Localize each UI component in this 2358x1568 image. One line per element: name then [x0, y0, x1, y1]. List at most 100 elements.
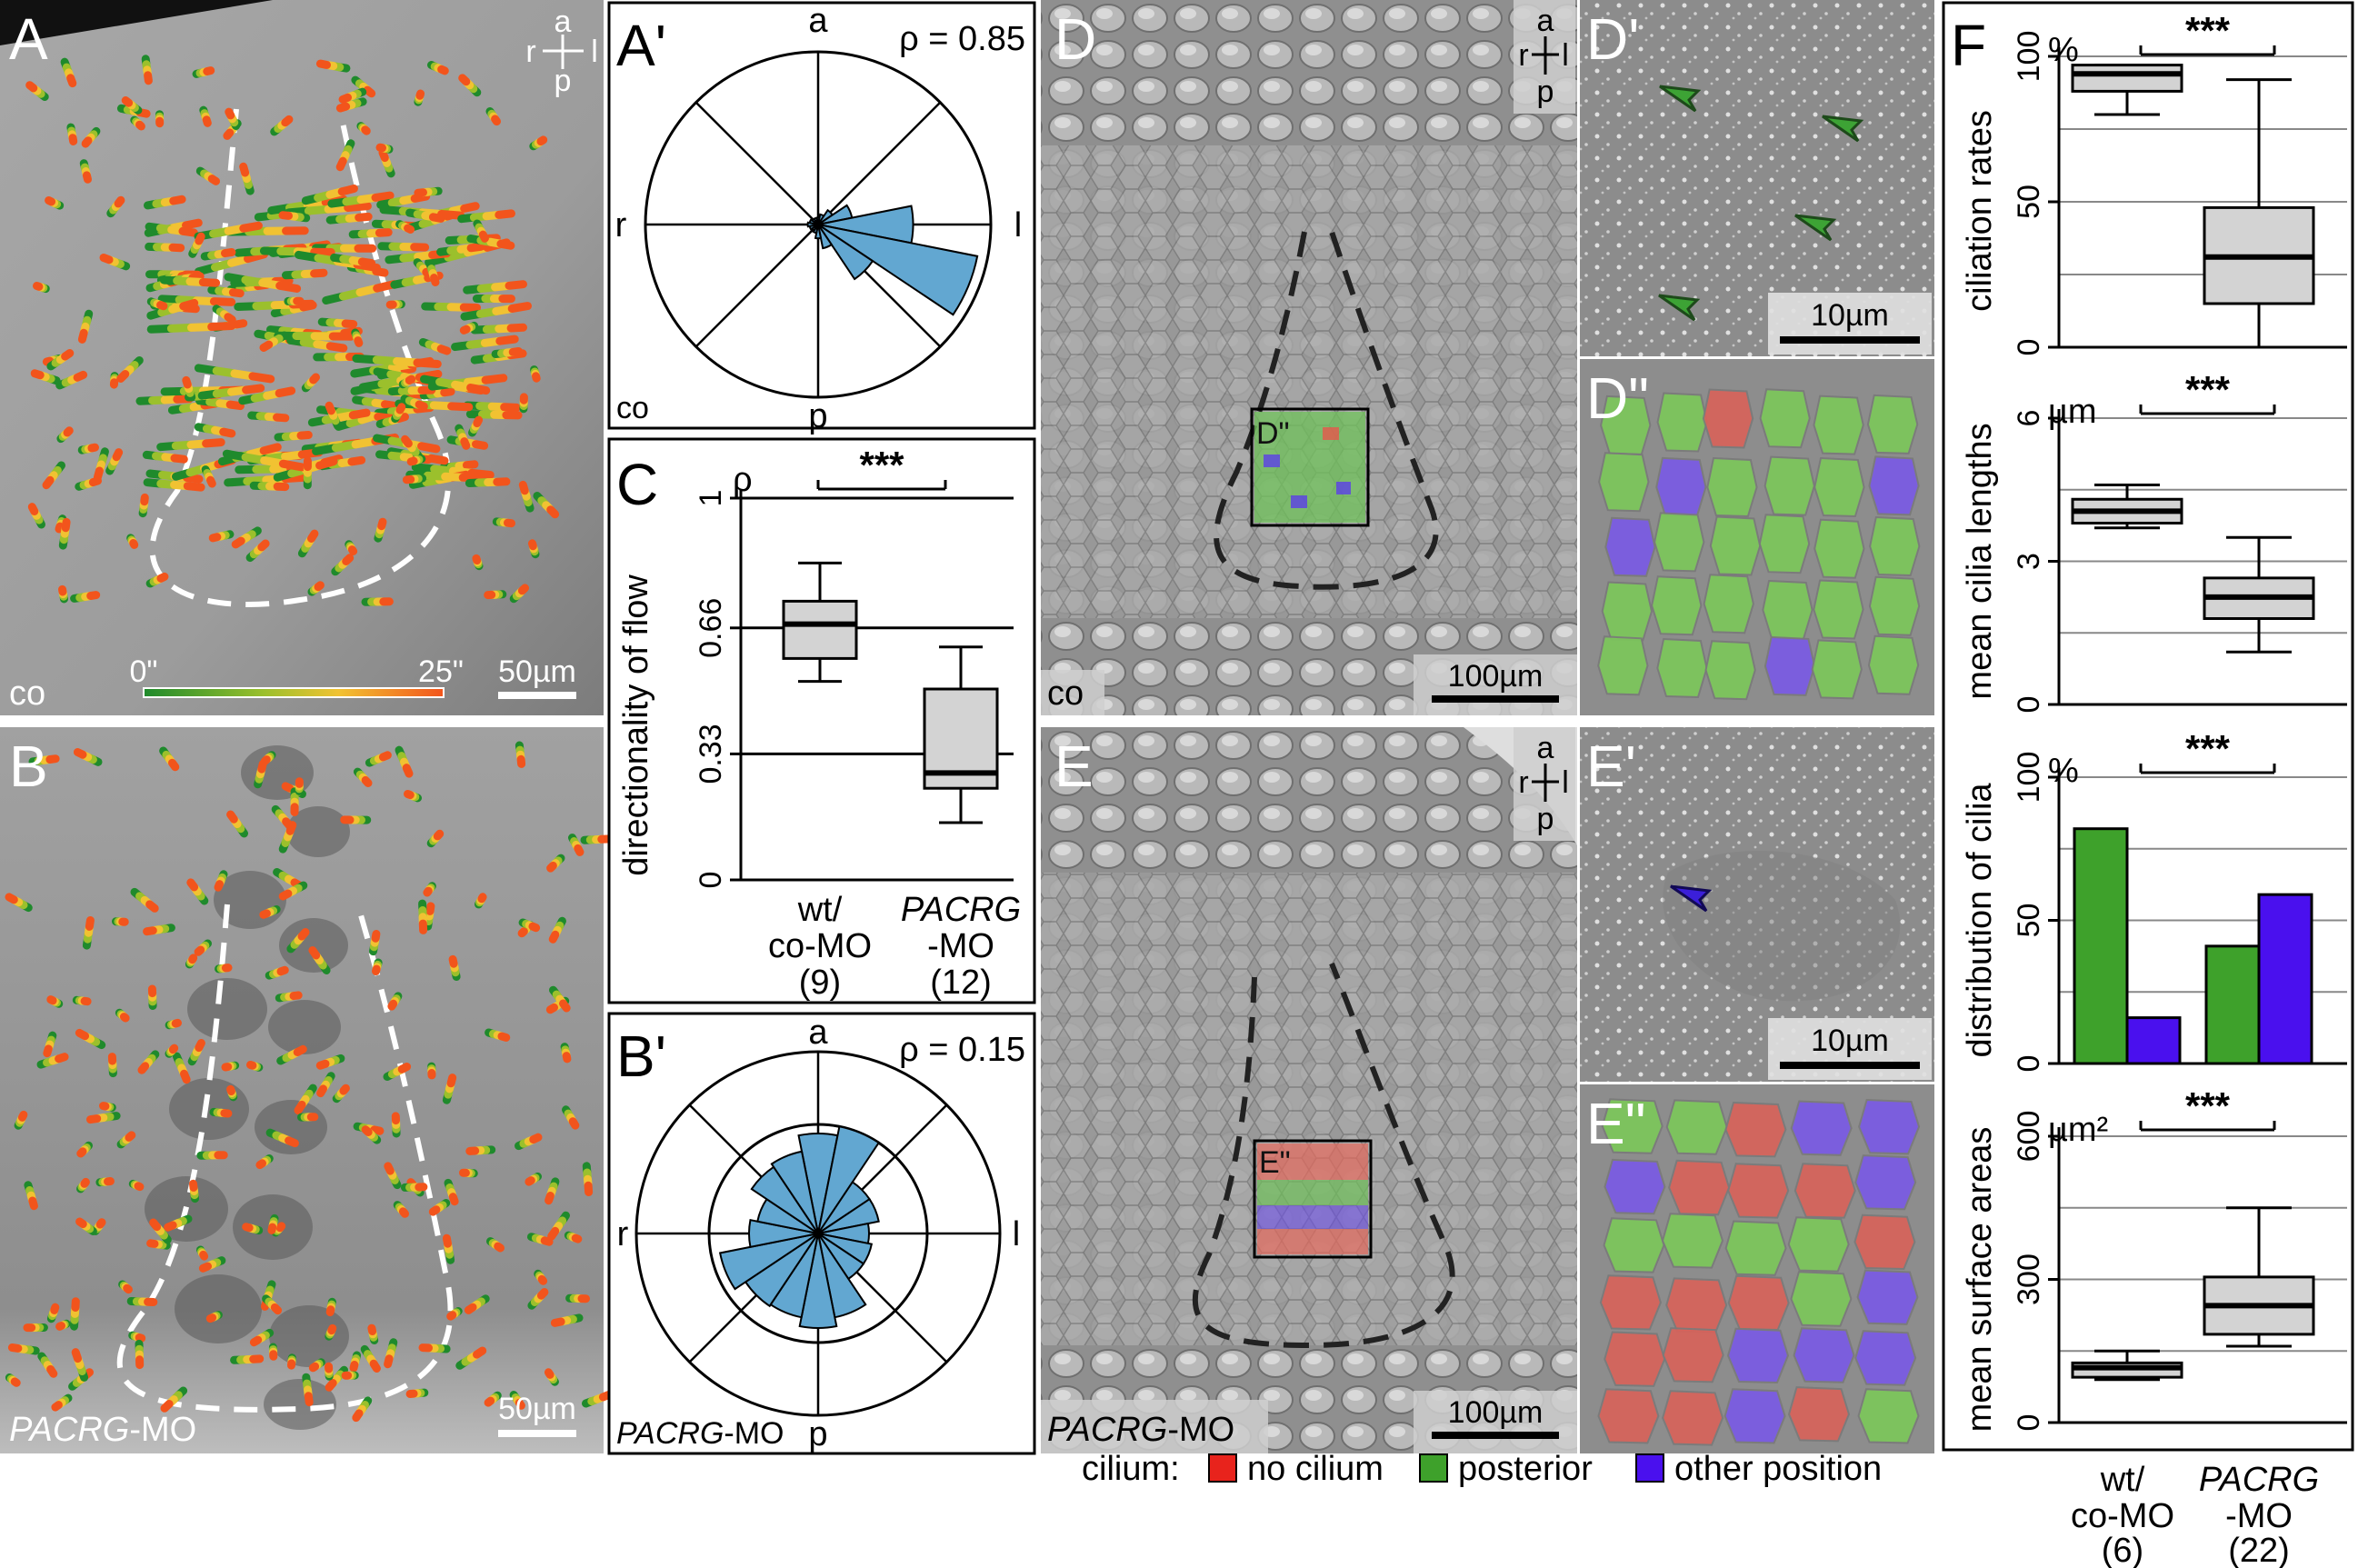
y-tick-label: 0.33 [694, 724, 728, 784]
particle-track-segment [361, 125, 371, 135]
particle-track-segment [226, 810, 238, 824]
particle-track-segment [182, 375, 192, 389]
particle-track-segment [55, 1053, 69, 1064]
particle-track-segment [183, 482, 205, 492]
particle-track-segment [224, 313, 236, 325]
particle-track-segment [86, 1114, 102, 1124]
panel-a-corner [0, 0, 273, 45]
particle-track-segment [246, 1061, 257, 1070]
particle-track-segment [517, 927, 528, 938]
particle-track-segment [281, 782, 295, 793]
particle-track-segment [584, 1181, 594, 1196]
panel-d-inset-box [1250, 407, 1370, 527]
particle-track-segment [410, 192, 431, 203]
particle-track-segment [249, 1335, 263, 1347]
particle-track-segment [363, 85, 376, 98]
particle-track-segment [42, 356, 55, 366]
particle-track-segment [206, 475, 216, 488]
cell-posterior [1598, 452, 1650, 513]
panel-d-scale-label: 100µm [1448, 659, 1544, 694]
polar-sector [817, 1125, 881, 1234]
particle-track-segment [540, 1236, 554, 1246]
particle-track-segment [99, 254, 114, 265]
particle-track-segment [423, 886, 433, 897]
y-tick-label: 0.66 [694, 598, 728, 658]
particle-track-segment [537, 1274, 548, 1285]
particle-track-segment [446, 1311, 457, 1321]
particle-track-segment [242, 384, 265, 394]
panel-e-scale-label: 100µm [1448, 1395, 1544, 1430]
polar-plot-b-prime: a l p r [617, 1014, 1021, 1453]
particle-track-segment [491, 115, 501, 126]
particle-track-segment [275, 386, 296, 398]
polar-direction-r: r [615, 206, 627, 245]
particle-track-segment [339, 1084, 350, 1095]
particle-track-segment [45, 196, 56, 206]
panel-f-group-labels: wt/ co-MO (6) PACRG -MO (22) [2071, 1461, 2319, 1568]
particle-track-segment [425, 902, 435, 915]
cell-posterior [1764, 455, 1815, 516]
particle-track-segment [448, 954, 458, 968]
orientation-l: l [1562, 38, 1569, 73]
particle-track-segment [225, 400, 245, 411]
particle-track-segment [203, 66, 215, 75]
chart-f: 0 50 100 ciliation rates% *** 0 3 6 mean cilia l… [1961, 9, 2347, 1432]
particle-track-segment [267, 1223, 277, 1234]
particle-track-segment [68, 134, 78, 145]
particle-track-segment [156, 301, 168, 311]
particle-track-segment [446, 1074, 457, 1088]
particle-track-segment [63, 426, 74, 437]
particle-track-segment [214, 880, 224, 892]
time-color-bar [143, 687, 445, 698]
chart-c: 0 0.33 0.66 1 directionality of flow *** wt/co… [617, 444, 1021, 1002]
cell-posterior [1651, 575, 1703, 636]
particle-track-segment [496, 239, 515, 250]
cell-posterior [1813, 394, 1864, 455]
panel-d-prime-arrowheads [1658, 85, 1864, 322]
y-axis-label: mean surface areas [1961, 1127, 1999, 1433]
particle-track-segment [226, 1084, 235, 1095]
particle-track-segment [478, 230, 489, 243]
panel-a: A a r l p co 0" 25" 50µm [0, 0, 604, 715]
particle-track-segment [296, 431, 313, 440]
particle-track-segment [180, 1069, 191, 1084]
particle-track-segment [495, 335, 519, 345]
particle-track-segment [273, 413, 290, 423]
particle-track-segment [5, 893, 18, 904]
panel-b-prime-rho: ρ = 0.15 [899, 1031, 1025, 1069]
panel-c: C ρ 0 0.33 0.66 1 directionality of flow *** w… [607, 437, 1036, 1004]
particle-track-segment [207, 322, 236, 331]
panel-d-prime-letter: D' [1586, 6, 1639, 72]
cell-no-cilium [1662, 1390, 1724, 1446]
sig-label: *** [2185, 9, 2231, 52]
unit-label: µm² [2048, 1111, 2108, 1149]
particle-track-segment [536, 1288, 549, 1300]
f-wt-line1: wt/ [2100, 1461, 2145, 1499]
particle-track-segment [182, 218, 203, 230]
cell-other-position [1790, 1100, 1853, 1156]
particle-track-segment [81, 136, 93, 148]
orientation-a: a [1537, 4, 1554, 38]
particle-track-segment [473, 415, 484, 428]
particle-track-segment [304, 1392, 314, 1407]
particle-track-segment [308, 946, 321, 960]
particle-track-segment [135, 1333, 146, 1343]
particle-track-segment [149, 1218, 162, 1232]
particle-track-segment [497, 1032, 511, 1042]
time-end-label: 25" [418, 654, 464, 689]
panel-d-orientation: a r l p [1518, 4, 1568, 109]
particle-track-segment [378, 751, 392, 762]
panel-c-letter: C [616, 452, 658, 517]
particle-track-segment [448, 1193, 459, 1206]
particle-track-segment [7, 1343, 23, 1353]
particle-track-segment [146, 1239, 159, 1248]
particle-track-segment [198, 278, 221, 287]
particle-track-segment [169, 195, 186, 205]
particle-track-segment [80, 1177, 90, 1188]
sig-label: *** [2185, 368, 2231, 411]
y-tick-label: 3 [2012, 553, 2046, 570]
particle-track-segment [195, 1039, 205, 1053]
particle-track-segment [428, 213, 445, 223]
c-pacrg-italic: PACRG [901, 891, 1021, 929]
particle-track-segment [395, 403, 406, 414]
